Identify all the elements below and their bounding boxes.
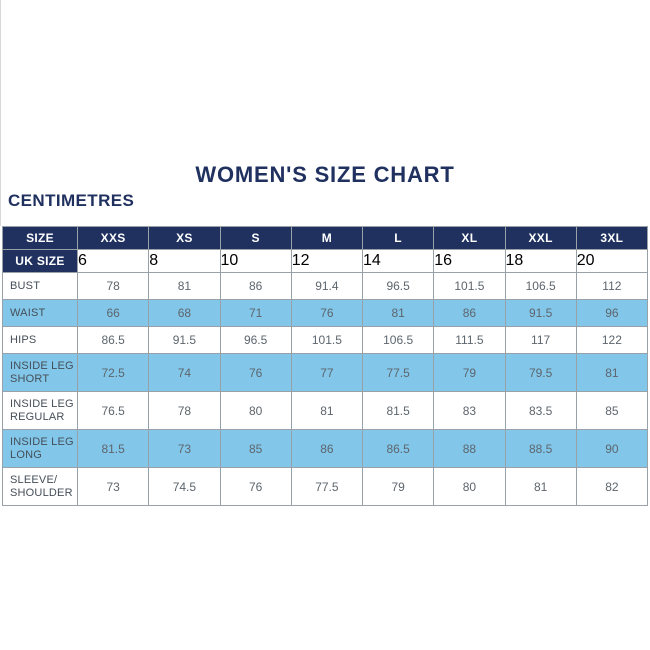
size-column-header: XXS <box>76 226 150 250</box>
measurement-value: 83 <box>433 391 506 430</box>
measurement-value: 73 <box>148 429 221 468</box>
uk-size-value: 12 <box>290 249 364 273</box>
measurement-row: SLEEVE/ SHOULDER 73 74.5 76 77.5 79 80 81 82 <box>2 467 649 506</box>
uk-size-value: 14 <box>361 249 435 273</box>
measurement-value: 79 <box>433 353 506 392</box>
measurement-row: INSIDE LEG SHORT 72.5 74 76 77 77.5 79 79.5 81 <box>2 353 649 392</box>
measurement-value: 74 <box>148 353 221 392</box>
measurement-value: 96 <box>575 299 649 327</box>
size-chart-header: SIZE XXS XS S M L XL XXL 3XL UK SIZE 6 8 10 12 14 16 18 2… <box>2 226 649 273</box>
measurement-label: INSIDE LEG LONG <box>2 429 78 468</box>
measurement-row: HIPS 86.5 91.5 96.5 101.5 106.5 111.5 117 122 <box>2 326 649 354</box>
measurement-value: 82 <box>575 467 649 506</box>
measurement-value: 88 <box>433 429 506 468</box>
measurement-value: 101.5 <box>433 272 506 300</box>
page-edge-line <box>0 0 1 226</box>
measurement-value: 96.5 <box>219 326 292 354</box>
measurement-value: 81.5 <box>76 429 150 468</box>
measurement-value: 91.4 <box>290 272 364 300</box>
measurement-value: 66 <box>76 299 150 327</box>
measurement-value: 117 <box>504 326 577 354</box>
measurement-value: 85 <box>219 429 292 468</box>
size-chart-table: SIZE XXS XS S M L XL XXL 3XL UK SIZE 6 8 10 12 14 16 18 2… <box>2 226 649 506</box>
size-column-header: 3XL <box>575 226 649 250</box>
measurement-value: 106.5 <box>361 326 435 354</box>
measurement-value: 111.5 <box>433 326 506 354</box>
measurement-value: 81 <box>148 272 221 300</box>
measurement-value: 90 <box>575 429 649 468</box>
measurement-value: 77.5 <box>361 353 435 392</box>
measurement-value: 106.5 <box>504 272 577 300</box>
size-column-header: M <box>290 226 364 250</box>
measurement-row: BUST 78 81 86 91.4 96.5 101.5 106.5 112 <box>2 272 649 300</box>
uk-size-value: 10 <box>219 249 292 273</box>
measurement-value: 86 <box>433 299 506 327</box>
measurement-value: 78 <box>76 272 150 300</box>
measurement-value: 86.5 <box>76 326 150 354</box>
measurement-value: 79.5 <box>504 353 577 392</box>
uk-size-value: 6 <box>76 249 150 273</box>
measurement-label: BUST <box>2 272 78 300</box>
measurement-value: 91.5 <box>148 326 221 354</box>
measurement-value: 86 <box>219 272 292 300</box>
size-column-header: XXL <box>504 226 577 250</box>
measurement-value: 78 <box>148 391 221 430</box>
measurement-value: 72.5 <box>76 353 150 392</box>
measurement-value: 83.5 <box>504 391 577 430</box>
page-title: WOMEN'S SIZE CHART <box>195 161 455 187</box>
measurement-row: WAIST 66 68 71 76 81 86 91.5 96 <box>2 299 649 327</box>
measurement-value: 81 <box>361 299 435 327</box>
measurement-value: 77.5 <box>290 467 364 506</box>
measurement-label: SLEEVE/ SHOULDER <box>2 467 78 506</box>
measurement-label: HIPS <box>2 326 78 354</box>
uk-size-row: UK SIZE 6 8 10 12 14 16 18 20 <box>2 249 649 273</box>
measurement-value: 85 <box>575 391 649 430</box>
measurement-label: WAIST <box>2 299 78 327</box>
measurement-value: 73 <box>76 467 150 506</box>
measurement-value: 80 <box>433 467 506 506</box>
measurement-row: INSIDE LEG REGULAR 76.5 78 80 81 81.5 83 83.5 85 <box>2 391 649 430</box>
size-header-row: SIZE XXS XS S M L XL XXL 3XL <box>2 226 649 250</box>
measurement-value: 68 <box>148 299 221 327</box>
measurement-value: 81 <box>575 353 649 392</box>
measurement-label: INSIDE LEG SHORT <box>2 353 78 392</box>
measurement-value: 76 <box>219 467 292 506</box>
measurement-value: 79 <box>361 467 435 506</box>
measurement-value: 86 <box>290 429 364 468</box>
measurement-value: 77 <box>290 353 364 392</box>
uk-size-value: 20 <box>575 249 649 273</box>
size-column-header: S <box>219 226 292 250</box>
uk-size-value: 8 <box>148 249 221 273</box>
size-column-header: XS <box>148 226 221 250</box>
measurement-value: 76.5 <box>76 391 150 430</box>
size-chart-body: BUST 78 81 86 91.4 96.5 101.5 106.5 112 WAIST 66 68… <box>2 272 649 506</box>
measurement-value: 76 <box>290 299 364 327</box>
measurement-label: INSIDE LEG REGULAR <box>2 391 78 430</box>
measurement-value: 80 <box>219 391 292 430</box>
measurement-value: 112 <box>575 272 649 300</box>
measurement-value: 76 <box>219 353 292 392</box>
measurement-value: 91.5 <box>504 299 577 327</box>
unit-label: CENTIMETRES <box>8 191 135 210</box>
uk-size-value: 16 <box>433 249 506 273</box>
measurement-value: 81.5 <box>361 391 435 430</box>
measurement-value: 122 <box>575 326 649 354</box>
size-header-label: SIZE <box>2 226 78 250</box>
measurement-value: 101.5 <box>290 326 364 354</box>
measurement-value: 71 <box>219 299 292 327</box>
measurement-row: INSIDE LEG LONG 81.5 73 85 86 86.5 88 88.5 90 <box>2 429 649 468</box>
uk-size-value: 18 <box>504 249 577 273</box>
uk-size-row-label: UK SIZE <box>2 249 78 273</box>
measurement-value: 81 <box>504 467 577 506</box>
measurement-value: 74.5 <box>148 467 221 506</box>
size-column-header: XL <box>433 226 506 250</box>
measurement-value: 81 <box>290 391 364 430</box>
measurement-value: 88.5 <box>504 429 577 468</box>
measurement-value: 86.5 <box>361 429 435 468</box>
size-column-header: L <box>361 226 435 250</box>
measurement-value: 96.5 <box>361 272 435 300</box>
